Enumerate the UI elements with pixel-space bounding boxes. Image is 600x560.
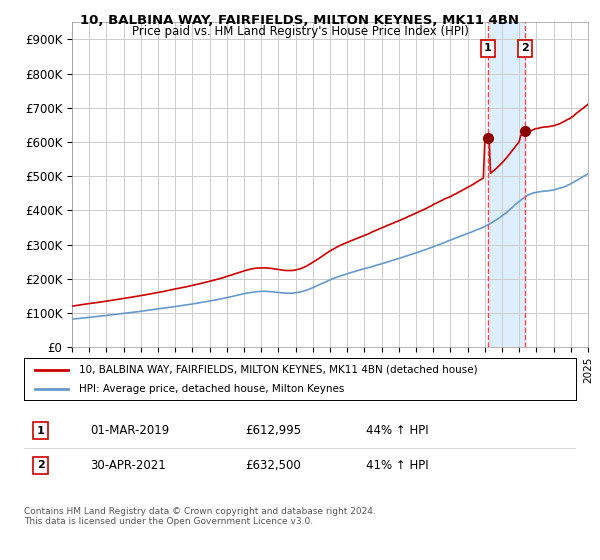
Text: 1: 1: [484, 43, 491, 53]
Text: 2: 2: [521, 43, 529, 53]
Text: 41% ↑ HPI: 41% ↑ HPI: [366, 459, 429, 472]
Text: 1: 1: [37, 426, 44, 436]
Text: 01-MAR-2019: 01-MAR-2019: [90, 424, 169, 437]
Text: 10, BALBINA WAY, FAIRFIELDS, MILTON KEYNES, MK11 4BN (detached house): 10, BALBINA WAY, FAIRFIELDS, MILTON KEYN…: [79, 365, 478, 375]
Bar: [488, 22, 525, 347]
Text: Price paid vs. HM Land Registry's House Price Index (HPI): Price paid vs. HM Land Registry's House …: [131, 25, 469, 38]
Text: 2: 2: [37, 460, 44, 470]
Text: 44% ↑ HPI: 44% ↑ HPI: [366, 424, 429, 437]
Text: 30-APR-2021: 30-APR-2021: [90, 459, 166, 472]
Text: £632,500: £632,500: [245, 459, 301, 472]
Text: Contains HM Land Registry data © Crown copyright and database right 2024.
This d: Contains HM Land Registry data © Crown c…: [24, 507, 376, 526]
Text: £612,995: £612,995: [245, 424, 301, 437]
Text: 10, BALBINA WAY, FAIRFIELDS, MILTON KEYNES, MK11 4BN: 10, BALBINA WAY, FAIRFIELDS, MILTON KEYN…: [80, 14, 520, 27]
Text: HPI: Average price, detached house, Milton Keynes: HPI: Average price, detached house, Milt…: [79, 384, 344, 394]
